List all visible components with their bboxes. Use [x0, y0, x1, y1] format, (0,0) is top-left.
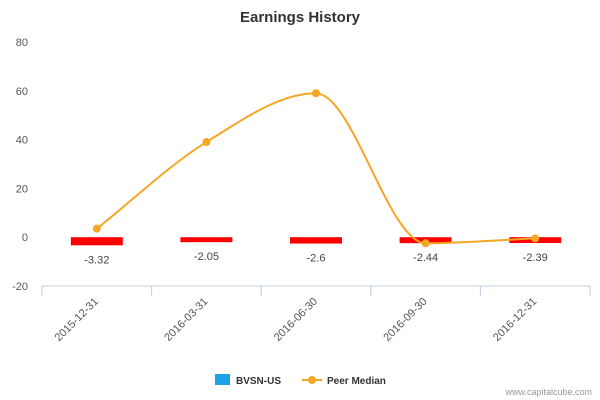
legend-swatch-bvsn[interactable] — [215, 374, 230, 385]
bar[interactable] — [180, 237, 233, 243]
peer-median-point[interactable] — [202, 138, 211, 147]
peer-median-point[interactable] — [312, 89, 320, 98]
data-label: -2.6 — [307, 253, 326, 265]
y-tick-label: 80 — [16, 37, 28, 49]
y-tick-label: -20 — [12, 281, 28, 293]
peer-median-line — [96, 92, 536, 245]
y-tick-label: 40 — [16, 135, 28, 147]
peer-median-point[interactable] — [421, 239, 430, 248]
y-tick-label: 60 — [16, 86, 28, 98]
legend-label-bvsn[interactable]: BVSN-US — [236, 376, 281, 387]
data-label: -2.44 — [413, 252, 438, 264]
legend-label-peer[interactable]: Peer Median — [327, 376, 386, 387]
data-labels: -3.32 -2.05 -2.6 -2.44 -2.39 — [84, 251, 547, 266]
x-axis: 2015-12-31 2016-03-31 2016-06-30 2016-09-30… — [41, 285, 591, 344]
legend[interactable]: BVSN-US Peer Median — [215, 374, 386, 387]
x-tick-label: 2016-03-31 — [162, 296, 210, 344]
x-tick-label: 2015-12-31 — [53, 296, 101, 344]
legend-marker-peer[interactable] — [308, 376, 316, 384]
data-label: -2.39 — [523, 252, 548, 264]
data-label: -2.05 — [194, 251, 219, 263]
x-tick-label: 2016-06-30 — [272, 296, 320, 344]
y-tick-label: 20 — [16, 183, 28, 195]
peer-median-series — [92, 89, 540, 248]
peer-median-point[interactable] — [531, 234, 540, 243]
y-tick-label: 0 — [22, 232, 28, 244]
peer-median-point[interactable] — [92, 224, 101, 233]
y-axis: 80 60 40 20 0 -20 — [12, 37, 28, 293]
bar[interactable] — [290, 237, 342, 244]
x-tick-label: 2016-12-31 — [491, 296, 539, 344]
data-label: -3.32 — [84, 254, 109, 266]
x-tick-label: 2016-09-30 — [381, 296, 429, 344]
footer-watermark: www.capitalcube.com — [504, 387, 592, 397]
bar[interactable] — [70, 237, 123, 246]
chart-title: Earnings History — [240, 9, 361, 26]
